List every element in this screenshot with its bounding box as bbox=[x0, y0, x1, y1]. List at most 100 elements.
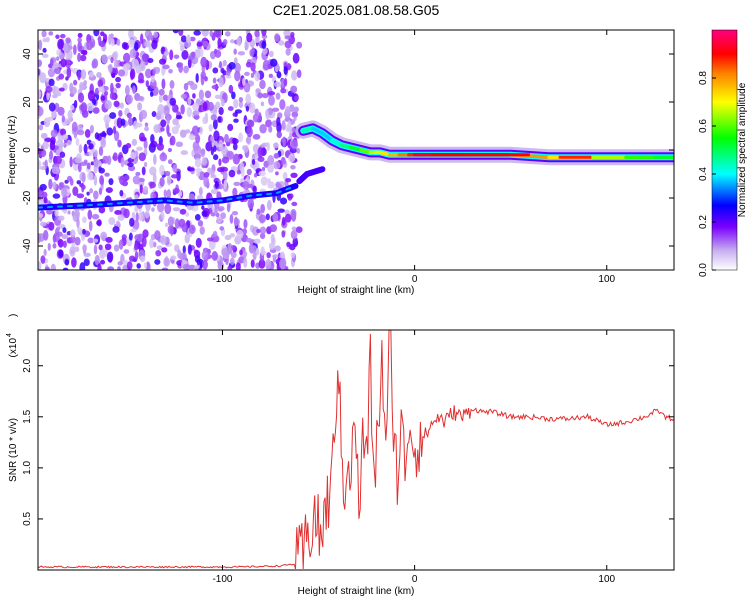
noise-speckle bbox=[231, 244, 236, 250]
noise-speckle bbox=[117, 266, 121, 270]
y-tick-label: -40 bbox=[22, 238, 33, 253]
noise-speckle bbox=[194, 157, 202, 168]
noise-speckle bbox=[77, 41, 83, 53]
noise-speckle bbox=[232, 112, 237, 117]
noise-speckle bbox=[266, 199, 272, 211]
noise-speckle bbox=[112, 152, 118, 162]
noise-speckle bbox=[257, 92, 263, 99]
noise-speckle bbox=[139, 109, 148, 120]
noise-speckle bbox=[44, 137, 52, 143]
noise-speckle bbox=[73, 44, 77, 55]
noise-speckle bbox=[282, 159, 287, 165]
x-tick-label: -100 bbox=[212, 574, 232, 585]
noise-speckle bbox=[61, 115, 65, 123]
noise-speckle bbox=[254, 108, 259, 116]
noise-speckle bbox=[40, 132, 48, 139]
noise-speckle bbox=[100, 95, 106, 101]
noise-speckle bbox=[235, 262, 241, 270]
noise-speckle bbox=[40, 221, 47, 227]
noise-speckle bbox=[180, 150, 189, 156]
noise-speckle bbox=[104, 90, 109, 96]
noise-speckle bbox=[233, 181, 241, 187]
noise-speckle bbox=[138, 211, 144, 222]
noise-speckle bbox=[129, 217, 135, 227]
noise-speckle bbox=[271, 107, 280, 112]
noise-speckle bbox=[276, 71, 282, 79]
noise-speckle bbox=[173, 104, 179, 113]
noise-speckle bbox=[254, 71, 261, 82]
noise-speckle bbox=[100, 259, 106, 265]
noise-speckle bbox=[194, 49, 201, 59]
noise-speckle bbox=[48, 150, 54, 160]
noise-speckle bbox=[114, 58, 119, 70]
noise-speckle bbox=[254, 30, 260, 38]
noise-speckle bbox=[250, 72, 255, 79]
noise-speckle bbox=[259, 79, 266, 90]
noise-speckle bbox=[214, 180, 219, 189]
noise-speckle bbox=[190, 83, 198, 90]
noise-speckle bbox=[164, 222, 169, 228]
noise-speckle bbox=[199, 226, 205, 235]
noise-speckle bbox=[243, 144, 249, 153]
noise-speckle bbox=[70, 229, 76, 238]
noise-speckle bbox=[53, 62, 59, 69]
noise-speckle bbox=[90, 161, 95, 166]
noise-speckle bbox=[201, 250, 209, 260]
noise-speckle bbox=[287, 120, 292, 131]
noise-speckle bbox=[43, 229, 49, 241]
noise-speckle bbox=[284, 35, 292, 40]
noise-speckle bbox=[50, 129, 58, 138]
noise-speckle bbox=[93, 175, 98, 186]
noise-speckle bbox=[76, 129, 85, 136]
noise-speckle bbox=[118, 110, 123, 117]
noise-speckle bbox=[71, 257, 77, 268]
noise-speckle bbox=[213, 207, 218, 214]
noise-speckle bbox=[38, 213, 43, 219]
noise-speckle bbox=[108, 33, 112, 45]
noise-speckle bbox=[222, 70, 227, 76]
noise-speckle bbox=[282, 172, 288, 181]
noise-speckle bbox=[173, 54, 180, 59]
snr-y-scale-exp: 4 bbox=[6, 333, 13, 337]
noise-speckle bbox=[38, 261, 42, 270]
noise-speckle bbox=[38, 68, 41, 76]
noise-speckle bbox=[104, 100, 112, 110]
noise-speckle bbox=[202, 40, 209, 48]
noise-speckle bbox=[144, 126, 150, 132]
noise-speckle bbox=[290, 172, 298, 179]
noise-speckle bbox=[54, 208, 59, 217]
noise-speckle bbox=[249, 48, 255, 57]
noise-speckle bbox=[77, 70, 81, 81]
noise-speckle bbox=[290, 31, 295, 38]
noise-speckle bbox=[202, 259, 208, 270]
noise-speckle bbox=[70, 235, 76, 244]
noise-speckle bbox=[141, 166, 146, 176]
noise-speckle bbox=[172, 164, 178, 173]
noise-speckle bbox=[210, 188, 219, 195]
noise-speckle bbox=[289, 38, 295, 44]
noise-speckle bbox=[195, 73, 199, 83]
noise-speckle bbox=[267, 164, 274, 173]
noise-speckle bbox=[94, 149, 98, 158]
noise-speckle bbox=[65, 37, 71, 44]
noise-speckle bbox=[57, 215, 65, 221]
noise-speckle bbox=[293, 116, 297, 122]
noise-speckle bbox=[125, 94, 133, 105]
noise-speckle bbox=[214, 30, 221, 38]
noise-speckle bbox=[218, 76, 224, 88]
noise-speckle bbox=[273, 81, 281, 88]
noise-speckle bbox=[204, 112, 209, 123]
noise-speckle bbox=[261, 92, 269, 99]
noise-speckle bbox=[290, 208, 297, 219]
noise-speckle bbox=[108, 178, 114, 186]
noise-speckle bbox=[62, 227, 67, 233]
noise-speckle bbox=[61, 234, 69, 240]
noise-speckle bbox=[280, 88, 287, 94]
noise-speckle bbox=[120, 118, 126, 127]
noise-speckle bbox=[123, 208, 130, 219]
noise-speckle bbox=[225, 70, 231, 76]
noise-speckle bbox=[212, 77, 217, 84]
noise-speckle bbox=[121, 234, 127, 240]
noise-speckle bbox=[106, 251, 114, 263]
